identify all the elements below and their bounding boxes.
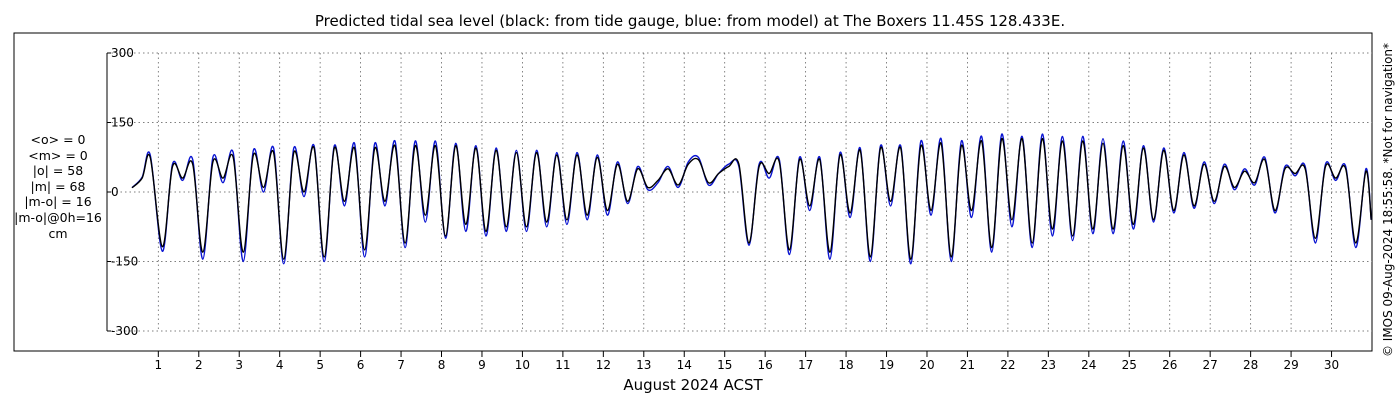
x-tick-label: 13 bbox=[636, 358, 651, 372]
x-tick-label: 3 bbox=[235, 358, 243, 372]
x-tick-label: 9 bbox=[478, 358, 486, 372]
stat-line: <m> = 0 bbox=[28, 147, 88, 163]
grid bbox=[107, 52, 1372, 332]
x-tick-label: 2 bbox=[195, 358, 203, 372]
x-tick-label: 21 bbox=[960, 358, 975, 372]
x-tick-label: 14 bbox=[677, 358, 692, 372]
x-tick-label: 27 bbox=[1203, 358, 1218, 372]
x-tick-label: 5 bbox=[316, 358, 324, 372]
y-tick-label: -300 bbox=[111, 324, 138, 338]
x-tick-label: 25 bbox=[1122, 358, 1137, 372]
x-tick-label: 4 bbox=[276, 358, 284, 372]
chart-title: Predicted tidal sea level (black: from t… bbox=[315, 12, 1065, 30]
stat-line: |m| = 68 bbox=[30, 178, 86, 194]
x-tick-label: 17 bbox=[798, 358, 813, 372]
x-tick-label: 30 bbox=[1324, 358, 1339, 372]
x-tick-label: 6 bbox=[357, 358, 365, 372]
x-tick-label: 15 bbox=[717, 358, 732, 372]
x-tick-label: 26 bbox=[1162, 358, 1177, 372]
observed-series-line bbox=[131, 137, 1372, 260]
statistics-panel: <o> = 0 <m> = 0 |o| = 58 |m| = 68 |m-o| = 16… bbox=[8, 132, 108, 241]
x-tick-label: 11 bbox=[555, 358, 570, 372]
stat-line: <o> = 0 bbox=[30, 132, 86, 147]
stat-line: |m-o|@0h=16 bbox=[14, 209, 102, 225]
stat-line: cm bbox=[48, 225, 68, 241]
x-tick-label: 7 bbox=[397, 358, 405, 372]
stat-line: |m-o| = 16 bbox=[24, 194, 92, 210]
x-axis-ticks: 1 2 3 4 5 6 7 8 9 10 11 12 13 14 15 16 17 18 19 20 21 22 23 24 2… bbox=[154, 351, 1339, 372]
x-tick-label: 18 bbox=[838, 358, 853, 372]
stat-line: |o| = 58 bbox=[32, 163, 84, 179]
x-tick-label: 24 bbox=[1081, 358, 1096, 372]
x-axis-label: August 2024 ACST bbox=[623, 376, 763, 394]
y-tick-label: 150 bbox=[111, 116, 134, 130]
y-axis-ticks: 300 150 0 -150 -300 bbox=[107, 46, 138, 338]
x-tick-label: 12 bbox=[596, 358, 611, 372]
x-tick-label: 19 bbox=[879, 358, 894, 372]
series-lines bbox=[131, 133, 1372, 265]
x-tick-label: 10 bbox=[515, 358, 530, 372]
x-tick-label: 29 bbox=[1283, 358, 1298, 372]
y-tick-label: 0 bbox=[111, 185, 119, 199]
x-tick-label: 8 bbox=[438, 358, 446, 372]
y-tick-label: 300 bbox=[111, 46, 134, 60]
x-tick-label: 20 bbox=[919, 358, 934, 372]
x-tick-label: 23 bbox=[1041, 358, 1056, 372]
x-tick-label: 16 bbox=[758, 358, 773, 372]
x-tick-label: 22 bbox=[1000, 358, 1015, 372]
y-tick-label: -150 bbox=[111, 255, 138, 269]
x-tick-label: 1 bbox=[154, 358, 162, 372]
credit-text: © IMOS 09-Aug-2024 18:55:58. *Not for na… bbox=[1381, 43, 1395, 357]
x-tick-label: 28 bbox=[1243, 358, 1258, 372]
